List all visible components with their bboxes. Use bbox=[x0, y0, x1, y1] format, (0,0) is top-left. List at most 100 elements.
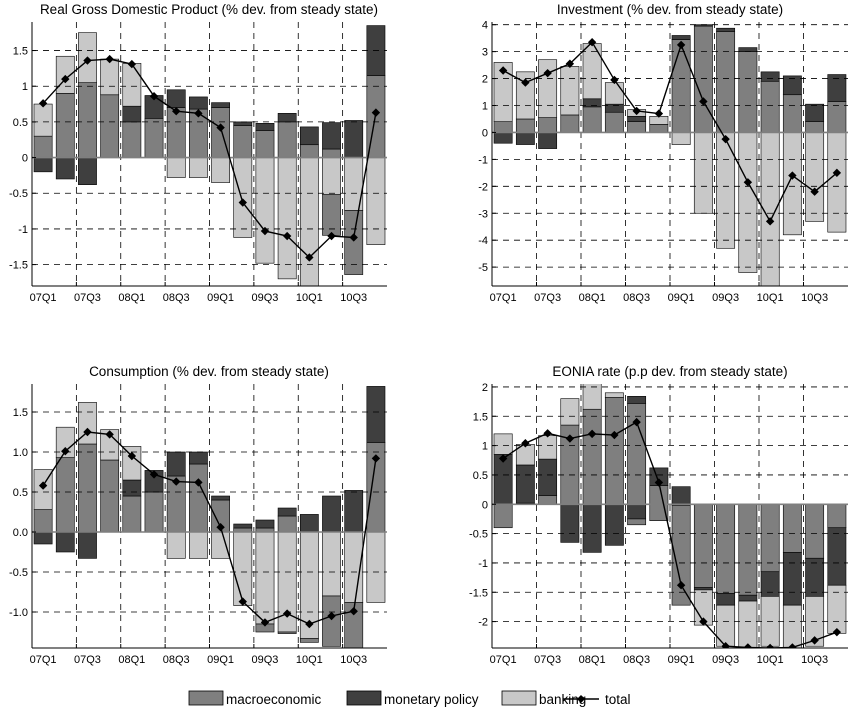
total-point-10Q3 bbox=[810, 636, 819, 645]
bar-macroeconomic-08Q1 bbox=[122, 495, 142, 533]
bar-monetary-policy-10Q3 bbox=[805, 103, 825, 122]
bar-monetary-policy-neg-08Q2 bbox=[604, 503, 624, 546]
bar-macroeconomic-10Q1 bbox=[760, 80, 780, 133]
bar-monetary-policy-07Q2 bbox=[515, 132, 535, 145]
bar-macroeconomic-neg-08Q3 bbox=[627, 518, 647, 526]
legend-marker bbox=[577, 695, 585, 703]
bar-banking-09Q2 bbox=[233, 157, 253, 238]
bar-monetary-policy-07Q2 bbox=[515, 464, 535, 504]
total-point-10Q2 bbox=[327, 611, 336, 621]
bar-monetary-policy-07Q3 bbox=[538, 458, 558, 496]
bar-monetary-policy-09Q4 bbox=[277, 113, 297, 123]
bar-banking-08Q2 bbox=[604, 392, 624, 398]
total-point-09Q2 bbox=[238, 597, 247, 606]
bar-macroeconomic-10Q2 bbox=[782, 94, 802, 133]
y-tick-label: -4 bbox=[478, 235, 488, 247]
bar-monetary-policy-07Q1 bbox=[33, 157, 53, 173]
bar-monetary-policy-07Q3 bbox=[538, 132, 558, 149]
bar-macroeconomic-07Q3 bbox=[78, 443, 97, 533]
y-tick-label: 1.5 bbox=[13, 46, 28, 58]
bar-macroeconomic-neg-10Q3 bbox=[344, 210, 364, 275]
y-tick-label: 0 bbox=[22, 153, 28, 165]
x-tick-label: 08Q3 bbox=[623, 292, 650, 304]
bar-macroeconomic-09Q3 bbox=[255, 130, 275, 158]
y-tick-label: -1.0 bbox=[9, 607, 28, 619]
bar-banking-08Q1 bbox=[122, 63, 142, 107]
x-tick-label: 10Q1 bbox=[757, 654, 784, 666]
total-point-08Q3 bbox=[632, 417, 641, 427]
y-tick-label: 3 bbox=[482, 47, 488, 59]
bar-banking-08Q4 bbox=[189, 157, 208, 178]
total-point-08Q3 bbox=[172, 106, 181, 116]
x-tick-label: 10Q3 bbox=[801, 292, 828, 304]
y-tick-label: -5 bbox=[478, 262, 488, 274]
bar-monetary-policy-10Q3 bbox=[344, 120, 364, 158]
total-point-07Q3 bbox=[543, 68, 552, 78]
bar-macroeconomic-08Q2 bbox=[604, 111, 624, 133]
bar-monetary-policy-10Q2 bbox=[322, 495, 341, 533]
bars bbox=[33, 386, 386, 648]
bar-banking-07Q2 bbox=[55, 426, 75, 458]
x-tick-label: 09Q1 bbox=[207, 654, 234, 666]
x-tick-label: 08Q1 bbox=[579, 292, 606, 304]
total-point-08Q1 bbox=[587, 38, 597, 47]
y-tick-label: -2 bbox=[478, 181, 488, 193]
x-tick-label: 08Q1 bbox=[118, 292, 145, 304]
bar-macroeconomic-10Q3 bbox=[805, 503, 825, 559]
bar-banking-10Q2 bbox=[782, 132, 802, 236]
bar-monetary-policy-10Q1 bbox=[299, 126, 319, 146]
bar-monetary-policy-07Q1 bbox=[493, 132, 513, 144]
bar-monetary-policy-09Q2 bbox=[693, 587, 713, 591]
total-point-10Q1 bbox=[765, 643, 775, 648]
legend-item-macroeconomic: macroeconomic bbox=[188, 690, 322, 707]
bar-banking-09Q1 bbox=[211, 531, 230, 559]
total-point-08Q3 bbox=[632, 106, 641, 116]
total-point-09Q1 bbox=[676, 581, 686, 590]
bars bbox=[33, 25, 386, 286]
total-series bbox=[38, 427, 381, 629]
bar-monetary-policy-10Q2 bbox=[782, 552, 802, 606]
total-line bbox=[42, 58, 377, 259]
bar-monetary-policy-08Q3 bbox=[627, 115, 647, 122]
y-tick-label: 1 bbox=[22, 81, 28, 93]
bar-macroeconomic-10Q2 bbox=[322, 148, 341, 158]
bar-monetary-policy-09Q3 bbox=[716, 593, 736, 606]
legend-label: macroeconomic bbox=[226, 692, 322, 707]
bar-monetary-policy-08Q1 bbox=[122, 479, 142, 497]
total-point-07Q4 bbox=[105, 430, 114, 439]
bar-macroeconomic-neg-10Q2 bbox=[322, 595, 341, 647]
bar-macroeconomic-08Q1 bbox=[122, 121, 142, 158]
bar-macroeconomic-08Q1 bbox=[582, 408, 602, 505]
total-point-10Q4 bbox=[832, 627, 842, 637]
bar-banking-10Q1 bbox=[299, 157, 319, 286]
bar-macroeconomic-07Q2 bbox=[55, 93, 75, 158]
bar-macroeconomic-07Q1 bbox=[493, 121, 513, 133]
total-point-07Q1 bbox=[498, 454, 508, 463]
total-point-09Q3 bbox=[260, 226, 270, 236]
bar-macroeconomic-08Q2 bbox=[144, 118, 164, 158]
y-tick-label: 0.5 bbox=[473, 470, 488, 482]
grid bbox=[32, 384, 387, 648]
y-tick-label: 0.5 bbox=[13, 487, 28, 499]
chart-panel-4: EONIA rate (p.p dev. from steady state) -… bbox=[469, 364, 848, 666]
x-tick-label: 07Q3 bbox=[74, 292, 101, 304]
grid bbox=[32, 22, 387, 286]
total-point-09Q3 bbox=[260, 618, 270, 627]
bar-macroeconomic-10Q2 bbox=[782, 503, 802, 553]
bar-banking-07Q1 bbox=[493, 62, 513, 122]
x-tick-label: 07Q3 bbox=[534, 292, 561, 304]
bar-banking-08Q2 bbox=[604, 82, 624, 105]
y-tick-label: -1.5 bbox=[9, 260, 28, 272]
bar-macroeconomic-07Q3 bbox=[538, 495, 558, 505]
bar-macroeconomic-10Q1 bbox=[299, 144, 319, 158]
total-point-10Q4 bbox=[832, 168, 842, 178]
bar-macroeconomic-09Q2 bbox=[693, 25, 713, 133]
total-point-09Q3 bbox=[721, 642, 730, 648]
y-tick-label: 2 bbox=[482, 382, 488, 394]
bar-macroeconomic-08Q4 bbox=[649, 124, 669, 133]
total-point-10Q4 bbox=[371, 108, 381, 117]
y-tick-label: 1 bbox=[482, 441, 488, 453]
total-point-09Q1 bbox=[216, 523, 225, 532]
bar-monetary-policy-08Q1 bbox=[122, 105, 142, 123]
